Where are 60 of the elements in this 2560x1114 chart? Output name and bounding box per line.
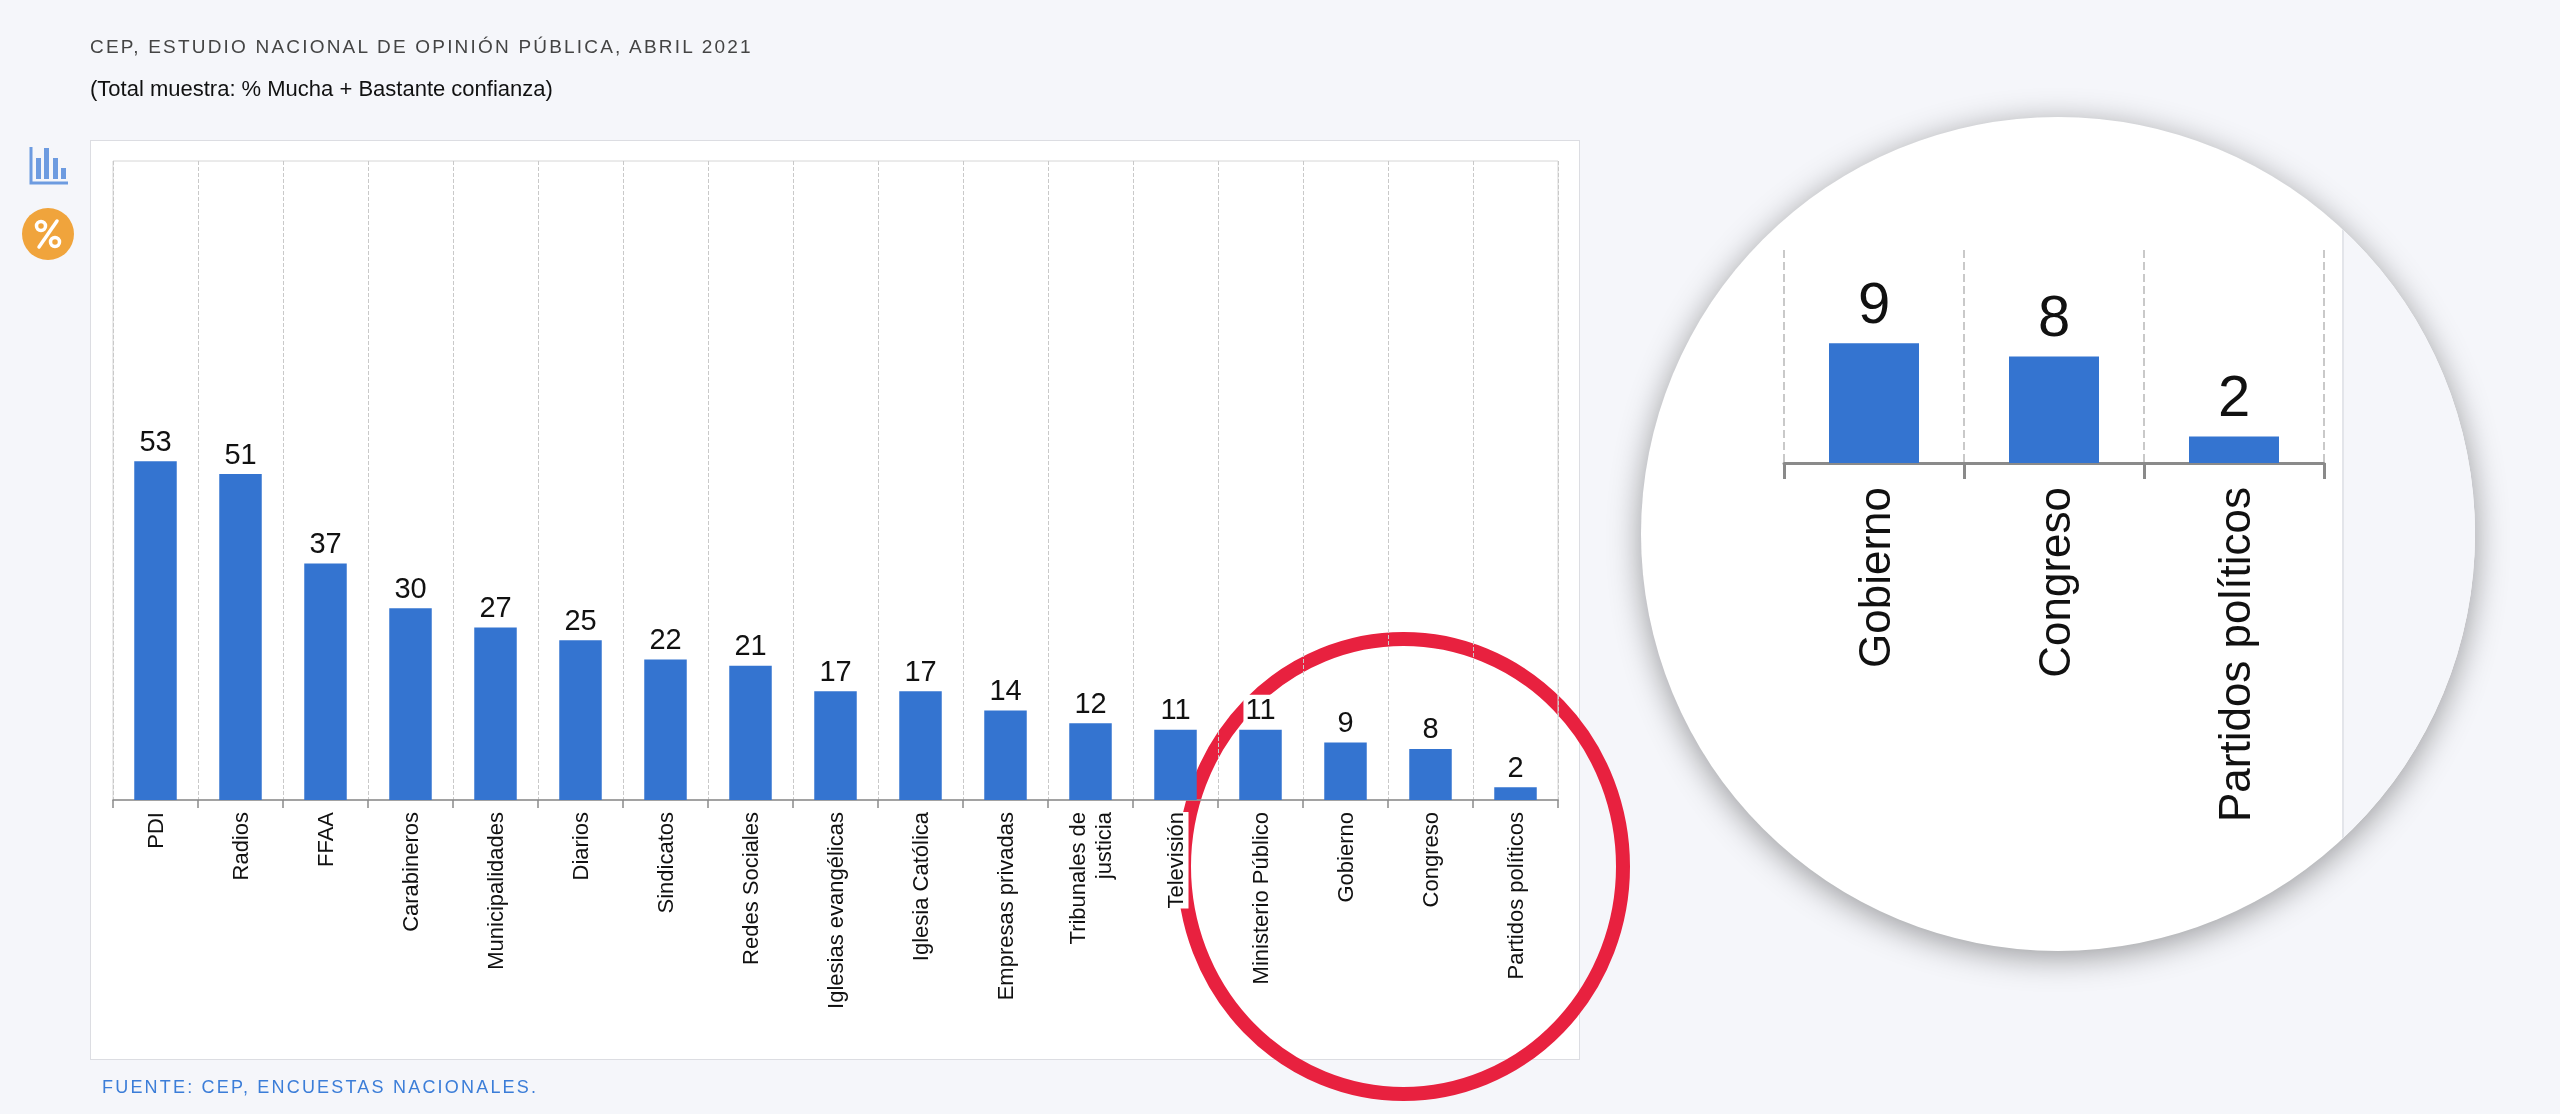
bar: [729, 665, 772, 800]
bar: [899, 691, 942, 800]
bar: [1154, 729, 1197, 800]
data-label: 8: [2037, 283, 2071, 348]
data-label: 9: [1857, 269, 1891, 335]
data-label: 27: [479, 590, 512, 623]
data-label: 37: [309, 527, 342, 560]
data-label: 2: [2217, 362, 2251, 428]
x-tick-label: Tribunales de justicia: [1065, 811, 1116, 945]
x-tick-label: Iglesia Católica: [908, 811, 933, 962]
data-label: 9: [1337, 705, 1354, 738]
x-tick-label: Municipalidades: [483, 812, 508, 970]
source-note: FUENTE: CEP, ENCUESTAS NACIONALES.: [102, 1077, 539, 1098]
x-tick-label: Iglesias evangélicas: [823, 812, 848, 1009]
data-label: 22: [649, 622, 682, 655]
data-label: 17: [904, 654, 937, 687]
bar: [644, 659, 687, 800]
bar: [1069, 723, 1112, 800]
x-tick-label: Ministerio Público: [1248, 812, 1273, 985]
bar: [304, 563, 347, 800]
data-label: 51: [224, 437, 257, 470]
bar: [814, 691, 857, 800]
bar: [134, 461, 177, 800]
data-label: 30: [394, 571, 427, 604]
bar: [1239, 729, 1282, 800]
data-label: 8: [1422, 712, 1439, 745]
data-label: 25: [564, 603, 597, 636]
x-tick-label: Congreso: [2029, 487, 2079, 678]
data-label: 11: [1160, 693, 1191, 726]
bar: [389, 608, 432, 800]
x-tick-label: Televisión: [1163, 812, 1188, 909]
data-label: 11: [1245, 693, 1276, 726]
x-tick-label: Partidos políticos: [1503, 812, 1528, 980]
data-label: 14: [989, 674, 1022, 707]
x-tick-label: Empresas privadas: [993, 812, 1018, 1001]
data-label: 17: [819, 654, 852, 687]
data-label: 53: [139, 424, 172, 457]
bar: [559, 640, 602, 800]
data-label: 2: [1507, 750, 1524, 783]
x-tick-label: Partidos políticos: [2209, 487, 2259, 823]
chart-subtitle: (Total muestra: % Mucha + Bastante confianza): [90, 76, 553, 102]
x-tick-label: Congreso: [1418, 812, 1443, 908]
x-tick-label: Gobierno: [1333, 812, 1358, 903]
bar: [1494, 787, 1537, 800]
x-tick-label: Radios: [228, 812, 253, 881]
x-tick-label: Diarios: [568, 812, 593, 881]
data-label: 12: [1074, 686, 1107, 719]
x-tick-label: FFAA: [313, 811, 338, 868]
x-tick-label: Redes Sociales: [738, 812, 763, 965]
bar: [1324, 742, 1367, 800]
bar: [219, 474, 262, 800]
x-tick-label: Sindicatos: [653, 812, 678, 914]
x-tick-label: Carabineros: [398, 812, 423, 932]
bar: [474, 627, 517, 800]
data-label: 21: [734, 629, 767, 662]
bar: [984, 710, 1027, 800]
x-tick-label: Gobierno: [1849, 487, 1899, 669]
x-tick-label: PDI: [143, 812, 168, 849]
bar: [1409, 748, 1452, 800]
chart-title: CEP, ESTUDIO NACIONAL DE OPINIÓN PÚBLICA, ABRIL 2021: [90, 36, 753, 58]
